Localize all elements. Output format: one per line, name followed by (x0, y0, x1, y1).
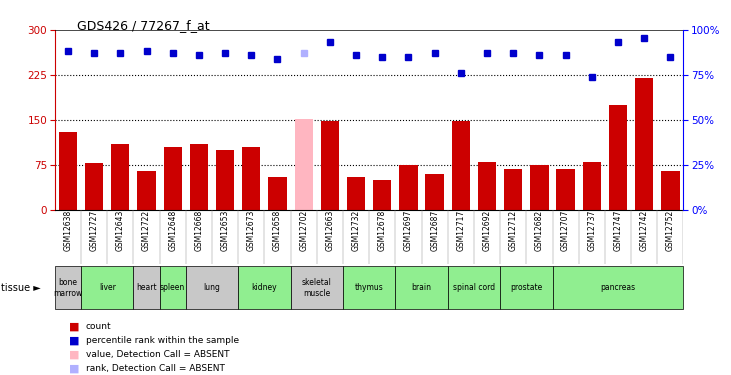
Text: GSM12678: GSM12678 (378, 210, 387, 251)
Bar (216, 150, 234, 210)
Text: heart: heart (136, 284, 157, 292)
Text: GSM12663: GSM12663 (325, 210, 334, 251)
Text: prostate: prostate (510, 284, 542, 292)
Text: GSM12673: GSM12673 (247, 210, 256, 251)
Text: GSM12668: GSM12668 (194, 210, 203, 251)
Bar (556, 169, 575, 210)
Text: GSM12638: GSM12638 (64, 210, 72, 251)
Text: GSM12737: GSM12737 (587, 210, 596, 251)
Text: GSM12722: GSM12722 (142, 210, 151, 251)
Text: GSM12747: GSM12747 (613, 210, 623, 251)
Bar (553, 266, 683, 309)
Bar (425, 174, 444, 210)
Bar (609, 105, 627, 210)
Text: GSM12707: GSM12707 (561, 210, 570, 251)
Text: spinal cord: spinal cord (453, 284, 495, 292)
Text: GSM12727: GSM12727 (90, 210, 99, 251)
Text: GSM12697: GSM12697 (404, 210, 413, 251)
Text: GSM12702: GSM12702 (299, 210, 308, 251)
Text: GSM12653: GSM12653 (221, 210, 230, 251)
Text: GSM12648: GSM12648 (168, 210, 177, 251)
Bar (164, 147, 182, 210)
Text: GDS426 / 77267_f_at: GDS426 / 77267_f_at (77, 19, 209, 32)
Text: GSM12712: GSM12712 (509, 210, 518, 251)
Text: GSM12643: GSM12643 (115, 210, 125, 251)
Text: lung: lung (203, 284, 221, 292)
Text: GSM12692: GSM12692 (482, 210, 491, 251)
Bar (268, 177, 287, 210)
Text: spleen: spleen (160, 284, 186, 292)
Bar (373, 180, 391, 210)
Bar (395, 266, 447, 309)
Text: thymus: thymus (355, 284, 384, 292)
Text: GSM12717: GSM12717 (456, 210, 466, 251)
Text: kidney: kidney (251, 284, 277, 292)
Bar (295, 119, 313, 210)
Bar (662, 171, 680, 210)
Text: rank, Detection Call = ABSENT: rank, Detection Call = ABSENT (86, 364, 224, 374)
Text: tissue ►: tissue ► (1, 283, 41, 293)
Text: ■: ■ (69, 321, 80, 331)
Bar (504, 169, 523, 210)
Bar (290, 266, 343, 309)
Bar (500, 266, 553, 309)
Bar (238, 266, 290, 309)
Text: skeletal
muscle: skeletal muscle (302, 278, 332, 297)
Bar (55, 266, 81, 309)
Bar (242, 147, 260, 210)
Bar (347, 177, 366, 210)
Text: pancreas: pancreas (600, 284, 635, 292)
Bar (530, 165, 548, 210)
Bar (111, 144, 129, 210)
Text: value, Detection Call = ABSENT: value, Detection Call = ABSENT (86, 350, 229, 359)
Bar (399, 165, 417, 210)
Bar (447, 266, 500, 309)
Text: GSM12658: GSM12658 (273, 210, 282, 251)
Bar (321, 121, 339, 210)
Bar (190, 144, 208, 210)
Bar (583, 162, 601, 210)
Bar (133, 266, 159, 309)
Text: GSM12732: GSM12732 (352, 210, 360, 251)
Bar (452, 121, 470, 210)
Text: percentile rank within the sample: percentile rank within the sample (86, 336, 238, 345)
Bar (159, 266, 186, 309)
Bar (186, 266, 238, 309)
Bar (85, 163, 103, 210)
Text: ■: ■ (69, 336, 80, 345)
Text: count: count (86, 322, 111, 331)
Text: GSM12682: GSM12682 (535, 210, 544, 251)
Text: GSM12687: GSM12687 (430, 210, 439, 251)
Text: GSM12752: GSM12752 (666, 210, 675, 251)
Bar (58, 132, 77, 210)
Bar (635, 78, 654, 210)
Bar (478, 162, 496, 210)
Text: ■: ■ (69, 350, 80, 360)
Text: GSM12742: GSM12742 (640, 210, 648, 251)
Bar (81, 266, 133, 309)
Text: brain: brain (412, 284, 431, 292)
Text: bone
marrow: bone marrow (53, 278, 83, 297)
Bar (137, 171, 156, 210)
Bar (343, 266, 395, 309)
Text: ■: ■ (69, 364, 80, 374)
Text: liver: liver (99, 284, 115, 292)
